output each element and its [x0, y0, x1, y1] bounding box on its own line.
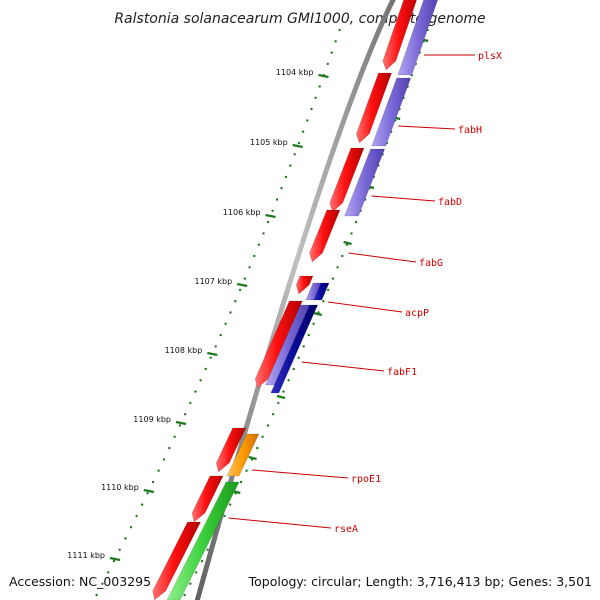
kbp-tick-label: 1104 kbp	[276, 68, 314, 77]
kbp-tick-mark	[292, 143, 303, 149]
kbp-tick-label: 1107 kbp	[194, 277, 232, 286]
kbp-dot-track	[95, 28, 429, 597]
gene-leader-line	[371, 195, 436, 202]
kbp-tick-label: 1105 kbp	[250, 138, 288, 147]
blast-hit-feature	[344, 148, 385, 217]
gene-label-fabh: fabH	[458, 125, 482, 136]
kbp-tick-label: 1106 kbp	[223, 208, 261, 217]
kbp-tick-label: 1110 kbp	[101, 483, 139, 492]
cds-feature	[329, 147, 365, 213]
gene-leader-line	[327, 301, 403, 313]
gene-label-fabd: fabD	[438, 197, 462, 208]
gene-labels: plsX fabH fabD fabG acpP fabF1 rpoE1 rseA	[228, 51, 502, 535]
cds-feature	[295, 275, 314, 295]
gene-label-fabf1: fabF1	[387, 367, 417, 378]
kbp-tick-mark	[207, 351, 218, 357]
kbp-tick-mark	[143, 488, 155, 494]
feature-tracks	[152, 0, 438, 600]
gene-leader-line	[301, 361, 385, 372]
blast-hit-feature	[226, 433, 260, 477]
map-title: Ralstonia solanacearum GMI1000, complete…	[114, 11, 485, 27]
cds-feature	[356, 72, 392, 144]
gene-leader-line	[251, 469, 349, 479]
gene-label-plsx: plsX	[478, 51, 502, 62]
genome-backbone	[194, 0, 396, 600]
kbp-tick-label: 1111 kbp	[67, 551, 105, 560]
feature-tick-mark	[343, 240, 352, 246]
cds-feature	[191, 475, 224, 523]
kbp-tick-mark	[318, 73, 329, 79]
topology-text: Topology: circular; Length: 3,716,413 bp…	[248, 574, 592, 589]
blast-hit-feature	[270, 304, 319, 394]
accession-text: Accession: NC_003295	[9, 574, 151, 589]
kbp-tick-mark	[236, 282, 248, 288]
feature-tick-mark	[248, 455, 257, 461]
kbp-tick-mark	[265, 213, 276, 219]
blast-hit-feature	[166, 481, 240, 600]
feature-tick-mark	[313, 311, 323, 317]
kbp-tick-mark	[109, 556, 121, 562]
cds-feature	[382, 0, 417, 71]
blast-hit-feature	[313, 282, 330, 301]
kbp-tick-label: 1109 kbp	[133, 415, 171, 424]
gene-leader-line	[228, 517, 332, 529]
blast-hit-feature	[371, 77, 412, 147]
blast-hit-feature	[397, 0, 438, 76]
feature-tick-mark	[276, 394, 286, 400]
gene-label-acpp: acpP	[405, 308, 429, 319]
kbp-tick-track: 1104 kbp 1105 kbp 1106 kbp 1107 kbp 1108 kbp…	[67, 37, 429, 562]
kbp-tick-mark	[175, 420, 187, 426]
cds-feature	[152, 521, 201, 600]
cds-feature	[309, 209, 341, 263]
cds-feature	[215, 427, 247, 473]
gene-leader-line	[348, 252, 417, 263]
kbp-tick-label: 1108 kbp	[165, 346, 203, 355]
cds-feature	[254, 300, 303, 389]
gene-leader-line	[398, 125, 456, 130]
gene-label-rsea: rseA	[334, 524, 358, 535]
gene-label-rpoe1: rpoE1	[351, 474, 381, 485]
gene-label-fabg: fabG	[419, 258, 443, 269]
